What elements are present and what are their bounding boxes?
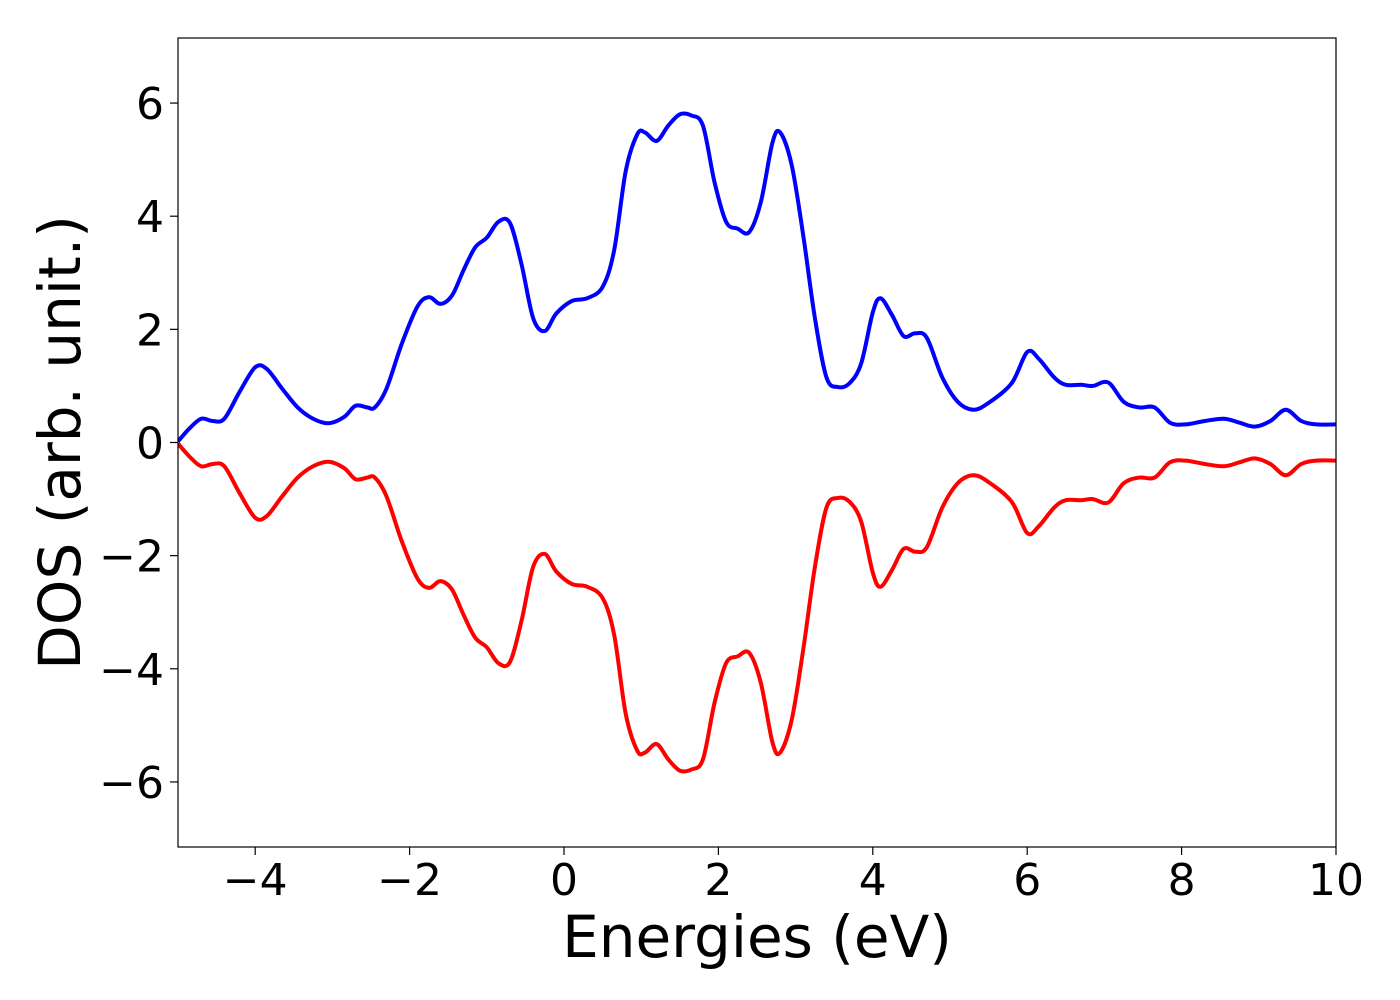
y-tick-label: 6 [136,79,164,130]
dos-line-red [178,442,1336,774]
x-tick-label: 2 [704,855,732,906]
x-axis-title: Energies (eV) [562,903,952,971]
x-tick-label: 4 [859,855,887,906]
dos-line-blue [178,111,1336,443]
x-tick-label: −2 [377,855,442,906]
y-tick-label: −4 [99,645,164,696]
y-axis-title: DOS (arb. unit.) [26,215,94,670]
y-tick-label: 2 [136,305,164,356]
plot-lines [178,111,1336,774]
x-tick-label: 0 [550,855,578,906]
x-tick-label: 8 [1168,855,1196,906]
x-tick-label: 6 [1013,855,1041,906]
y-tick-label: 0 [136,419,164,470]
x-axis-ticks: −4 −2 0 2 4 6 8 10 [223,847,1364,906]
y-tick-label: −6 [99,758,164,809]
plot-frame [177,37,1337,848]
y-tick-label: 4 [136,192,164,243]
y-tick-label: −2 [99,532,164,583]
x-tick-label: 10 [1308,855,1364,906]
y-axis-ticks: −6 −4 −2 0 2 4 6 [99,79,178,809]
x-tick-label: −4 [223,855,288,906]
